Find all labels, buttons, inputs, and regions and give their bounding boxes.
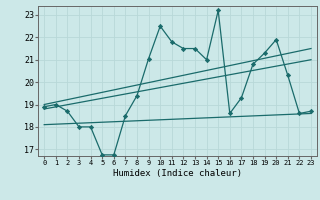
X-axis label: Humidex (Indice chaleur): Humidex (Indice chaleur) — [113, 169, 242, 178]
